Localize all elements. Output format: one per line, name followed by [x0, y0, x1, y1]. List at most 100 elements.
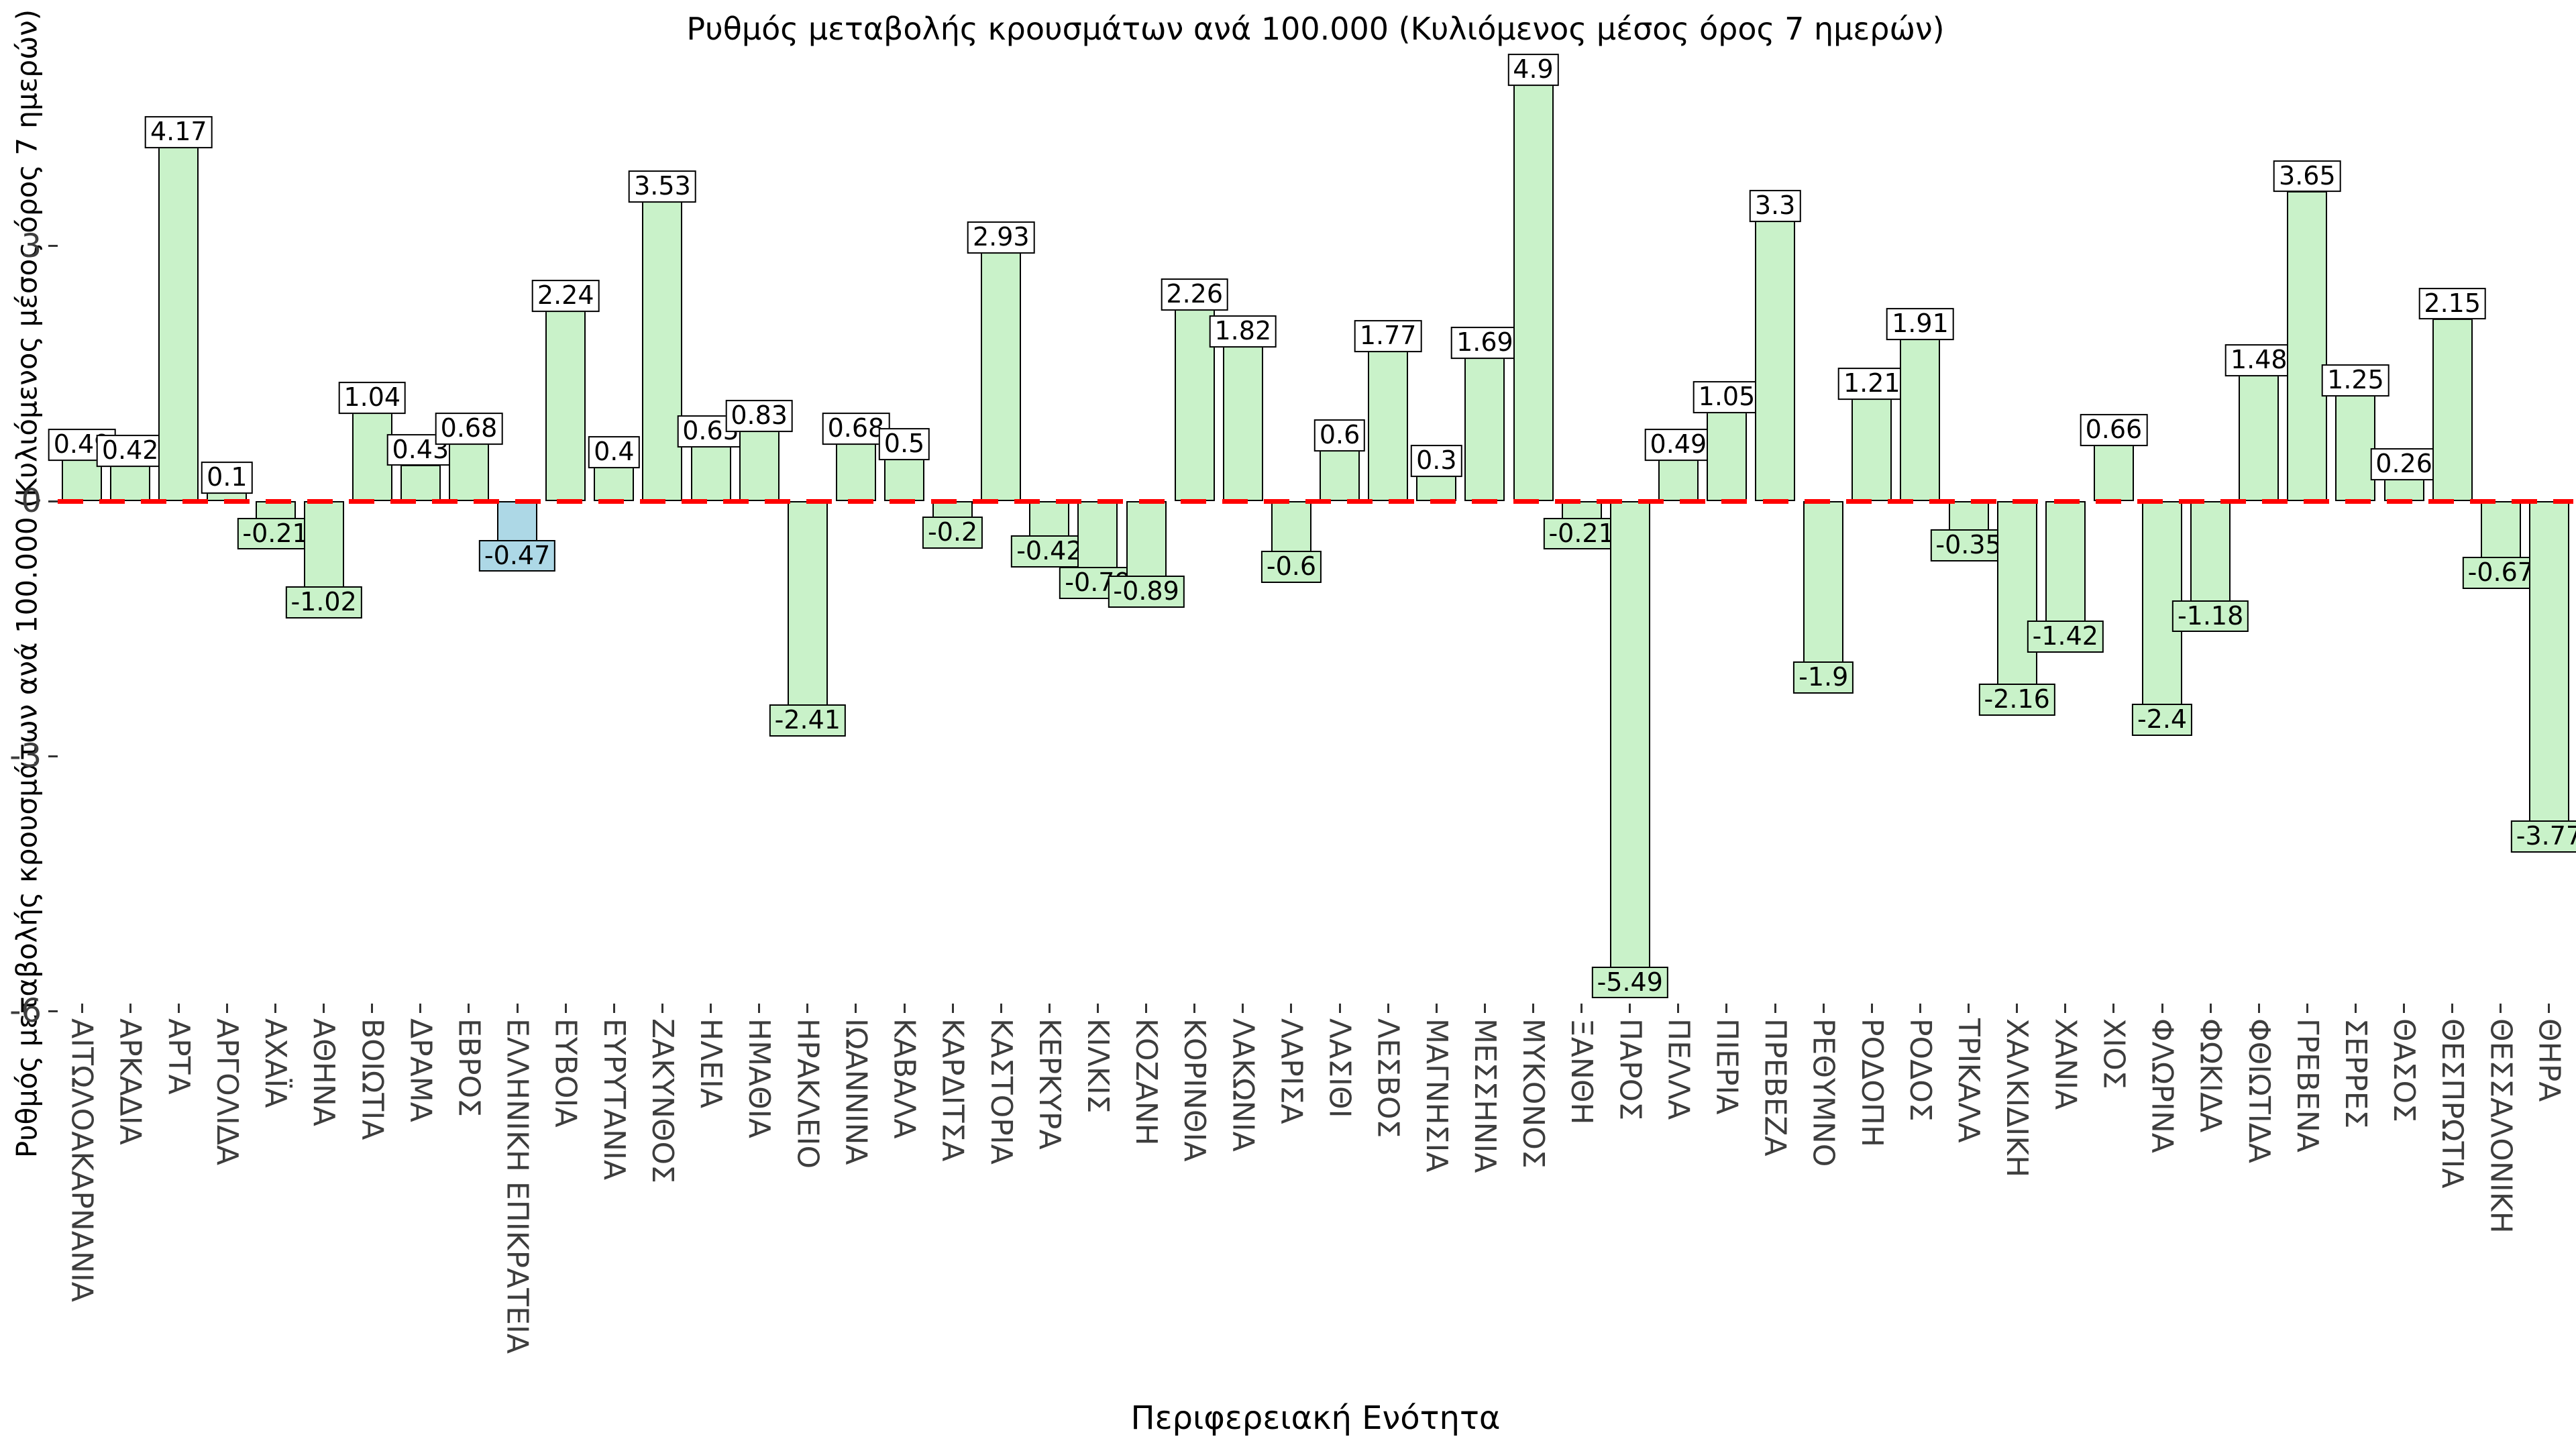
bar: [2528, 501, 2569, 822]
bar: [303, 501, 344, 588]
bar-value-label: -2.16: [1978, 683, 2055, 716]
bar-value-label: 1.48: [2224, 344, 2293, 377]
x-category-label: ΗΜΑΘΙΑ: [742, 1018, 777, 1138]
bar-value-label: -5.49: [1591, 966, 1668, 999]
bar-value-label: 0.3: [1411, 445, 1462, 477]
x-tick-mark: [225, 1004, 228, 1013]
x-tick-mark: [1193, 1004, 1196, 1013]
x-tick-mark: [903, 1004, 906, 1013]
x-category-label: ΦΛΩΡΙΝΑ: [2145, 1018, 2180, 1153]
x-tick-mark: [2451, 1004, 2454, 1013]
bar-value-label: -0.21: [1543, 517, 1620, 550]
x-category-label: ΣΕΡΡΕΣ: [2338, 1018, 2373, 1129]
x-category-label: ΑΡΚΑΔΙΑ: [113, 1018, 148, 1145]
y-tick-mark: [48, 755, 58, 757]
x-tick-mark: [710, 1004, 712, 1013]
bar: [932, 501, 973, 519]
bar-value-label: 1.77: [1354, 319, 1422, 352]
x-tick-mark: [1387, 1004, 1389, 1013]
x-category-label: ΛΑΣΙΘΙ: [1322, 1018, 1357, 1118]
bar-value-label: 1.82: [1209, 315, 1277, 348]
x-category-label: ΚΑΒΑΛΑ: [887, 1018, 922, 1139]
x-tick-mark: [2403, 1004, 2406, 1013]
x-category-label: ΧΑΝΙΑ: [2048, 1018, 2083, 1110]
x-tick-mark: [951, 1004, 954, 1013]
x-category-label: ΛΕΣΒΟΣ: [1371, 1018, 1405, 1138]
x-tick-mark: [1580, 1004, 1583, 1013]
bar: [1126, 501, 1167, 577]
x-tick-mark: [2112, 1004, 2115, 1013]
bar: [1271, 501, 1311, 553]
x-category-label: ΖΑΚΥΝΘΟΣ: [645, 1018, 680, 1183]
bar-value-label: 3.3: [1749, 189, 1801, 222]
bar: [2239, 375, 2279, 501]
bar: [1077, 501, 1118, 569]
x-tick-mark: [806, 1004, 809, 1013]
x-category-label: ΘΗΡΑ: [2532, 1018, 2567, 1102]
bar: [255, 501, 296, 519]
bar: [642, 201, 683, 501]
bar: [787, 501, 828, 706]
x-axis-title: Περιφερειακή Ενότητα: [1130, 1399, 1501, 1437]
x-tick-mark: [1338, 1004, 1341, 1013]
x-category-label: ΠΕΛΛΑ: [1661, 1018, 1696, 1120]
bar: [545, 311, 586, 501]
x-tick-mark: [323, 1004, 325, 1013]
x-category-label: ΠΑΡΟΣ: [1613, 1018, 1648, 1121]
x-category-label: ΠΙΕΡΙΑ: [1709, 1018, 1744, 1115]
x-category-label: ΧΑΛΚΙΔΙΚΗ: [2000, 1018, 2035, 1178]
x-category-label: ΚΑΡΔΙΤΣΑ: [935, 1018, 970, 1162]
x-tick-mark: [1532, 1004, 1535, 1013]
bar: [1803, 501, 1844, 663]
x-tick-mark: [2161, 1004, 2163, 1013]
bar-value-label: -0.89: [1108, 575, 1185, 608]
bar-value-label: 1.69: [1451, 326, 1519, 359]
bar-value-label: -0.35: [1930, 529, 2007, 562]
y-axis-label-text: Ρυθμός μεταβολής κρουσμάτων ανά 100.000 …: [10, 9, 44, 1159]
chart-title: Ρυθμός μεταβολής κρουσμάτων ανά 100.000 …: [686, 11, 1945, 47]
x-category-label: ΓΡΕΒΕΝΑ: [2290, 1018, 2324, 1152]
x-category-label: ΞΑΝΘΗ: [1564, 1018, 1599, 1125]
x-category-label: ΜΥΚΟΝΟΣ: [1516, 1018, 1551, 1169]
bar: [352, 413, 392, 501]
x-category-label: ΙΩΑΝΝΙΝΑ: [839, 1018, 873, 1165]
bar-value-label: 0.1: [201, 462, 253, 494]
x-tick-mark: [855, 1004, 857, 1013]
x-category-label: ΗΛΕΙΑ: [694, 1018, 729, 1109]
bar-value-label: -1.42: [2027, 620, 2104, 653]
x-category-label: ΤΡΙΚΑΛΑ: [1951, 1018, 1986, 1143]
x-category-label: ΑΘΗΝΑ: [307, 1018, 341, 1126]
bar: [1464, 357, 1505, 501]
x-category-label: ΘΕΣΠΡΩΤΙΑ: [2435, 1018, 2470, 1189]
x-tick-mark: [1483, 1004, 1486, 1013]
x-category-label: ΗΡΑΚΛΕΙΟ: [790, 1018, 825, 1169]
x-category-label: ΧΙΟΣ: [2096, 1018, 2131, 1089]
y-tick-label: -6: [9, 992, 42, 1030]
bar-value-label: 3.65: [2273, 160, 2341, 193]
x-category-label: ΚΟΡΙΝΘΙΑ: [1177, 1018, 1212, 1162]
bar-value-label: -2.4: [2131, 704, 2193, 736]
bar: [1851, 398, 1892, 501]
bar-value-label: 4.17: [144, 115, 213, 148]
bar: [1658, 459, 1699, 501]
bar: [448, 443, 489, 501]
y-tick-mark: [48, 1010, 58, 1012]
x-tick-mark: [2016, 1004, 2019, 1013]
bar-value-label: -3.77: [2510, 820, 2576, 853]
x-category-label: ΡΟΔΟΠΗ: [1854, 1018, 1889, 1148]
x-tick-mark: [1629, 1004, 1631, 1013]
bar-value-label: 1.21: [1838, 367, 1906, 400]
x-tick-mark: [2306, 1004, 2308, 1013]
x-category-label: ΚΕΡΚΥΡΑ: [1032, 1018, 1067, 1150]
bar: [2383, 479, 2424, 501]
x-tick-mark: [2064, 1004, 2067, 1013]
bar: [981, 252, 1022, 501]
x-tick-mark: [129, 1004, 131, 1013]
x-tick-mark: [419, 1004, 422, 1013]
bar-value-label: -1.9: [1793, 661, 1854, 694]
x-category-label: ΑΡΤΑ: [161, 1018, 196, 1095]
x-tick-mark: [1290, 1004, 1293, 1013]
bar: [739, 430, 780, 501]
bar-value-label: 4.9: [1507, 54, 1559, 87]
x-tick-mark: [661, 1004, 663, 1013]
